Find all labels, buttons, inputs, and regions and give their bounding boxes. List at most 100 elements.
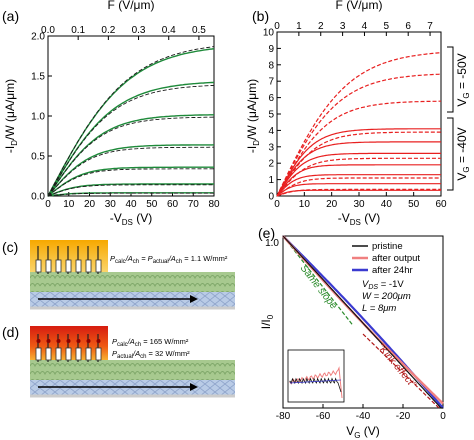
condition-width: W = 200μm <box>362 291 411 302</box>
bracket-vg-40 <box>447 117 454 191</box>
same-slope-line <box>282 235 354 326</box>
curve-a-dashed <box>47 168 214 197</box>
curve-b-solid <box>276 189 441 197</box>
top-tick-label: 1 <box>296 21 302 32</box>
top-tick-label: 0 <box>274 21 280 32</box>
curve-a-dashed <box>47 46 215 197</box>
plot-e-ytick-top: 1.0 <box>265 238 279 249</box>
substrate-layer-d <box>30 380 235 396</box>
plot-e-x-axis-label: VG (V) <box>346 424 380 440</box>
plot-e-inset-curves <box>289 366 343 399</box>
plot-e-y-axis-label: I/I0 <box>259 314 275 329</box>
plot-b-x-axis-label: -VDS (V) <box>338 211 380 227</box>
plot-b-y-axis-label: -ID/W (μA/μm) <box>245 79 261 153</box>
panel-a-label: (a) <box>2 8 19 24</box>
finger-contact <box>55 347 62 361</box>
x-tick-label: 40 <box>125 199 137 210</box>
finger-contact <box>45 259 52 273</box>
plot-a-ticks: 0 10 20 30 40 50 60 70 800.00.51.01.52.00.0 0.1 0.… <box>31 25 220 210</box>
curve-b-dashed <box>276 52 442 197</box>
y-tick-label: 1 <box>268 175 274 186</box>
y-tick-label: 0 <box>268 192 274 203</box>
y-tick-label: 2.0 <box>31 32 45 43</box>
curve-b-dashed <box>276 157 441 197</box>
curve-b-solid <box>276 141 441 197</box>
hot-spot <box>36 339 41 343</box>
bracket-label-vg-40: VG = -40V <box>455 127 471 180</box>
hot-spot <box>66 339 71 343</box>
x-tick-label: 80 <box>208 199 220 210</box>
plot-e-ticks: -80 -60 -40 -20 0 <box>276 235 446 422</box>
substrate-layer-c <box>30 292 235 308</box>
curve-a-solid <box>47 166 214 197</box>
bracket-vg-50 <box>447 46 454 113</box>
curve-b-solid <box>276 174 441 197</box>
plot-b-curves <box>276 52 442 197</box>
x-tick-label: 10 <box>63 199 75 210</box>
hot-spot <box>56 339 61 343</box>
plot-e-curves <box>282 235 444 409</box>
panel-d-label: (d) <box>2 324 19 340</box>
plot-a-top-axis-label: F (V/μm) <box>108 0 155 12</box>
curve-a-dashed <box>47 116 215 197</box>
curve-a-dashed <box>47 146 214 197</box>
top-tick-label: 5 <box>384 21 390 32</box>
condition-length: L = 8μm <box>362 303 396 314</box>
curve-b-solid <box>276 164 441 197</box>
bracket-label-vg-50: VG = -50V <box>455 53 471 106</box>
finger-contact <box>35 259 42 273</box>
power-density-d-actual: Pactual/Ach = 32 W/mm² <box>112 349 190 360</box>
x-tick-label: 40 <box>381 199 393 210</box>
curve-pristine <box>282 235 443 409</box>
top-tick-label: 0.1 <box>71 25 85 36</box>
x-tick-label: 70 <box>188 199 200 210</box>
curve-a-solid <box>47 81 215 197</box>
plot-e-legend: pristine after output after 24hr <box>352 241 420 276</box>
curve-a-solid <box>47 183 214 197</box>
hot-spot <box>96 339 101 343</box>
x-tick-label: -40 <box>356 411 371 422</box>
top-tick-label: 3 <box>340 21 346 32</box>
curve-b-solid <box>276 128 441 197</box>
finger-contact <box>45 347 52 361</box>
panel-e: (e) -80 -60 -40 -20 0 1.0 VG (V) I/I0 pristi… <box>258 225 446 440</box>
hot-spot <box>46 339 51 343</box>
y-tick-label: 2 <box>268 159 274 170</box>
plot-a-y-axis-label: -ID/W (μA/μm) <box>3 79 19 153</box>
top-tick-label: 2 <box>318 21 324 32</box>
x-tick-label: 50 <box>408 199 420 210</box>
y-tick-label: 5 <box>268 110 274 121</box>
finger-contact <box>85 347 92 361</box>
panel-a: (a) 0 10 20 30 40 50 60 70 800.00.51.01.52.00.0 0… <box>2 0 220 227</box>
top-tick-label: 4 <box>362 21 368 32</box>
curve-b-dashed <box>276 131 441 197</box>
plot-a-x-axis-label: -VDS (V) <box>110 211 152 227</box>
x-tick-label: -80 <box>276 411 291 422</box>
y-tick-label: 4 <box>268 126 274 137</box>
x-tick-label: 0 <box>440 411 446 422</box>
finger-contact <box>65 259 72 273</box>
inset-after-24hr <box>289 379 342 384</box>
finger-contact <box>55 259 62 273</box>
finger-contact <box>75 347 82 361</box>
panel-c-label: (c) <box>2 239 18 255</box>
top-tick-label: 0.4 <box>162 25 176 36</box>
panel-b-label: (b) <box>252 8 269 24</box>
curve-a-dashed <box>47 192 214 197</box>
inset-after-output <box>289 366 343 399</box>
electrode-fingers-c <box>35 246 102 274</box>
hot-spot <box>76 339 81 343</box>
panel-d: (d) Pcalc/Ach = 165 W/mm² Pactual/Ach = … <box>2 324 235 398</box>
curve-b-solid <box>276 152 441 197</box>
curve-b-dashed <box>276 100 441 197</box>
top-tick-label: 0.3 <box>132 25 146 36</box>
panel-e-label: (e) <box>258 225 275 241</box>
x-tick-label: 10 <box>299 199 311 210</box>
y-tick-label: 3 <box>268 142 274 153</box>
curve-a-dashed <box>47 84 215 197</box>
y-tick-label: 9 <box>268 44 274 55</box>
finger-contact <box>95 347 102 361</box>
y-tick-label: 0.0 <box>31 192 45 203</box>
